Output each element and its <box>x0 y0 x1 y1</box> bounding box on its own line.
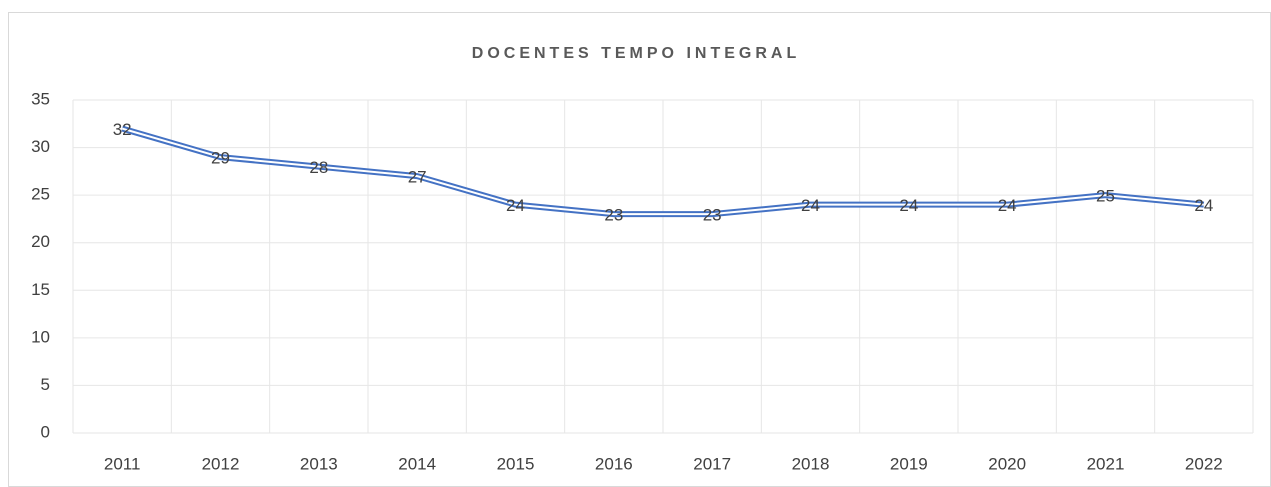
x-tick-label: 2014 <box>398 454 436 473</box>
page: DOCENTES TEMPO INTEGRAL 0 5 10 15 20 25 30 35 20… <box>0 0 1271 487</box>
x-tick-label: 2015 <box>497 454 535 473</box>
x-tick-label: 2012 <box>202 454 240 473</box>
x-tick-label: 2016 <box>595 454 633 473</box>
data-label: 24 <box>506 196 525 215</box>
y-tick-label: 5 <box>41 375 50 394</box>
x-tick-label: 2021 <box>1087 454 1125 473</box>
x-tick-label: 2018 <box>792 454 830 473</box>
chart-title: DOCENTES TEMPO INTEGRAL <box>472 45 800 62</box>
x-tick-label: 2019 <box>890 454 928 473</box>
data-label: 27 <box>408 168 427 187</box>
data-label: 23 <box>703 206 722 225</box>
x-tick-label: 2017 <box>693 454 731 473</box>
data-label: 23 <box>604 206 623 225</box>
data-label: 29 <box>211 149 230 168</box>
x-tick-label: 2022 <box>1185 454 1223 473</box>
x-tick-label: 2013 <box>300 454 338 473</box>
data-label: 24 <box>998 196 1017 215</box>
y-tick-label: 20 <box>31 232 50 251</box>
y-tick-label: 30 <box>31 137 50 156</box>
chart: DOCENTES TEMPO INTEGRAL 0 5 10 15 20 25 30 35 20… <box>0 0 1271 487</box>
data-label: 24 <box>1194 196 1213 215</box>
data-label: 24 <box>899 196 918 215</box>
chart-frame <box>9 13 1271 487</box>
y-tick-label: 35 <box>31 89 50 108</box>
y-tick-label: 15 <box>31 280 50 299</box>
y-tick-label: 25 <box>31 185 50 204</box>
y-tick-label: 10 <box>31 327 50 346</box>
data-label: 25 <box>1096 187 1115 206</box>
data-label: 32 <box>113 120 132 139</box>
x-tick-label: 2011 <box>104 454 141 473</box>
data-label: 24 <box>801 196 820 215</box>
x-tick-label: 2020 <box>988 454 1026 473</box>
data-label: 28 <box>309 158 328 177</box>
y-tick-label: 0 <box>41 422 50 441</box>
